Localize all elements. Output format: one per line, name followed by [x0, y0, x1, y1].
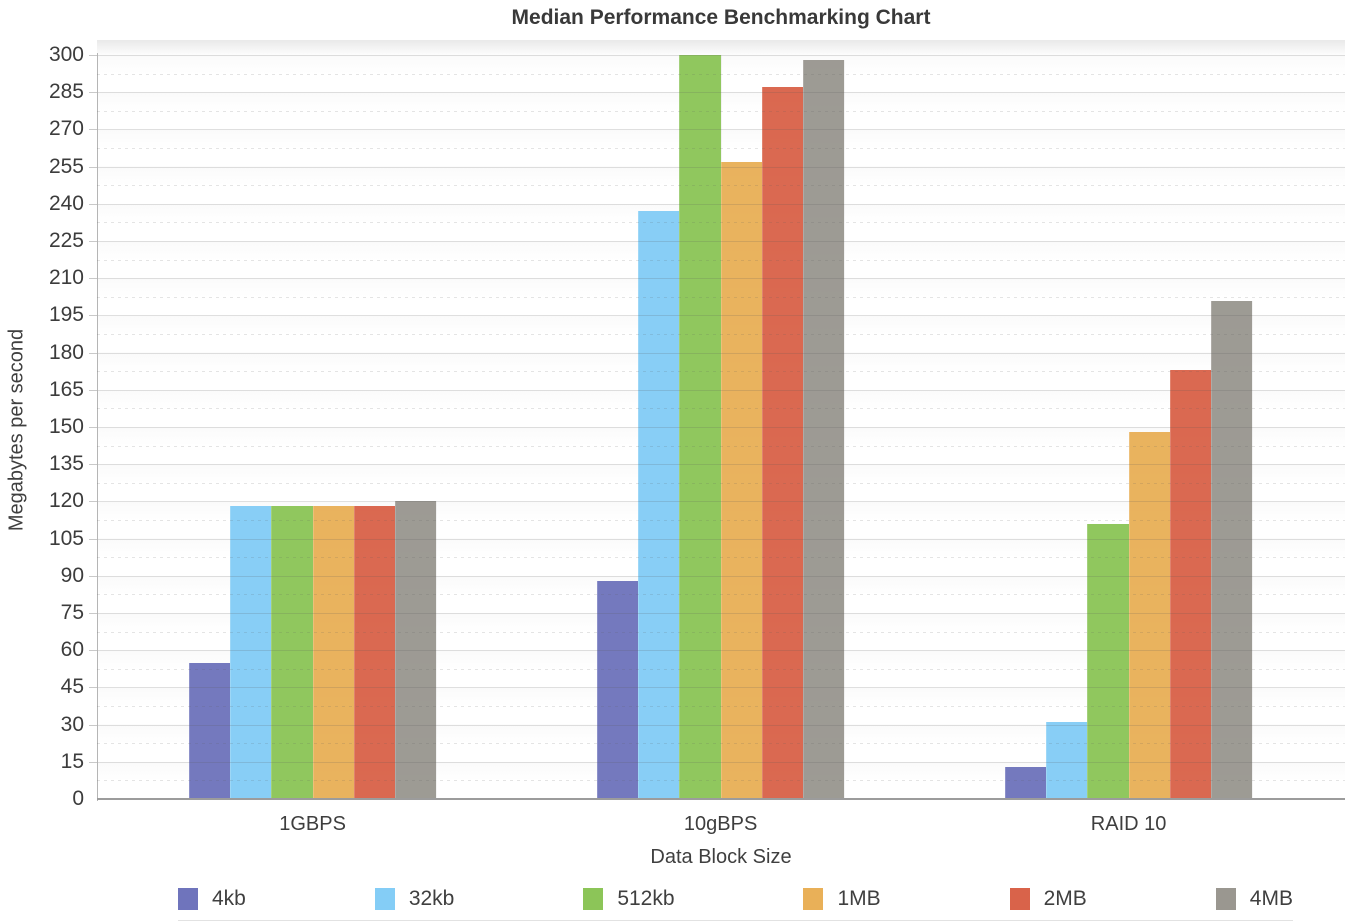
- legend-item-label: 4MB: [1249, 886, 1293, 910]
- legend-item-label: 32kb: [408, 886, 455, 910]
- y-tick-label: 135: [48, 452, 84, 476]
- y-tick-mark: [89, 352, 98, 354]
- legend-swatch-icon: [374, 887, 395, 910]
- bar-1gbps-2mb[interactable]: [353, 506, 395, 799]
- y-tick-label: 75: [60, 601, 84, 624]
- y-tick-mark: [89, 724, 98, 726]
- y-tick-mark: [89, 278, 98, 280]
- y-tick-mark: [89, 650, 98, 652]
- y-tick-mark: [89, 464, 98, 466]
- y-tick-label: 270: [48, 117, 84, 141]
- y-tick-label: 255: [48, 154, 84, 178]
- bar-1gbps-512kb[interactable]: [271, 506, 313, 799]
- legend: 4kb 32kb 512kb 1MB 2MB 4MB: [178, 877, 1293, 921]
- legend-swatch-icon: [803, 887, 824, 910]
- y-tick-mark: [89, 389, 98, 391]
- y-tick-mark: [89, 92, 98, 94]
- y-tick-label: 195: [48, 303, 84, 327]
- bar-1gbps-1mb[interactable]: [312, 506, 354, 799]
- legend-swatch-icon: [583, 887, 604, 910]
- y-tick-label: 30: [60, 712, 84, 736]
- y-tick-mark: [89, 501, 98, 503]
- bar-raid10-1mb[interactable]: [1128, 431, 1170, 799]
- y-tick-mark: [89, 241, 98, 242]
- legend-item-2mb[interactable]: 2MB: [1009, 886, 1087, 911]
- y-tick-label: 120: [48, 489, 84, 513]
- bar-10gbps-4kb[interactable]: [597, 580, 639, 799]
- plot-top-shade: [97, 40, 1345, 57]
- x-category-label: 1GBPS: [279, 813, 346, 835]
- y-tick-mark: [89, 575, 98, 577]
- y-tick-mark: [89, 687, 98, 689]
- bar-1gbps-4kb[interactable]: [189, 662, 231, 799]
- plot-area: [97, 40, 1345, 801]
- bar-1gbps-32kb[interactable]: [230, 506, 272, 799]
- legend-item-32kb[interactable]: 32kb: [374, 886, 455, 911]
- bar-raid10-4mb[interactable]: [1211, 300, 1253, 799]
- legend-item-1mb[interactable]: 1MB: [803, 886, 881, 911]
- bar-10gbps-32kb[interactable]: [638, 211, 680, 799]
- x-axis-line: [97, 798, 1345, 800]
- y-tick-label: 60: [60, 638, 84, 662]
- legend-item-label: 4kb: [212, 886, 246, 910]
- x-category-label: 10gBPS: [683, 813, 758, 835]
- y-tick-mark: [89, 129, 98, 131]
- y-tick-label: 150: [48, 415, 84, 438]
- y-tick-label: 15: [60, 749, 84, 773]
- bar-10gbps-4mb[interactable]: [803, 59, 845, 799]
- legend-swatch-icon: [1215, 887, 1236, 910]
- y-tick-label: 210: [48, 266, 84, 290]
- bar-1gbps-4mb[interactable]: [395, 501, 437, 799]
- legend-swatch-icon: [1009, 887, 1030, 910]
- y-tick-mark: [89, 427, 98, 428]
- y-tick-mark: [89, 315, 98, 317]
- legend-item-4mb[interactable]: 4MB: [1215, 886, 1293, 911]
- legend-swatch-icon: [178, 887, 198, 910]
- y-tick-label: 90: [60, 563, 84, 587]
- bar-10gbps-2mb[interactable]: [761, 87, 803, 799]
- legend-item-label: 512kb: [617, 886, 675, 910]
- y-tick-label: 45: [60, 675, 84, 699]
- y-tick-label: 165: [48, 377, 84, 401]
- chart-title: Median Performance Benchmarking Chart: [511, 6, 931, 29]
- y-tick-label: 240: [48, 191, 84, 215]
- y-tick-label: 300: [48, 43, 84, 66]
- legend-item-512kb[interactable]: 512kb: [583, 886, 675, 911]
- legend-item-label: 2MB: [1043, 886, 1087, 910]
- bar-10gbps-512kb[interactable]: [679, 55, 721, 799]
- bars-layer: [97, 40, 1345, 801]
- legend-item-label: 1MB: [837, 886, 881, 910]
- y-tick-mark: [89, 166, 98, 168]
- y-tick-label: 285: [48, 80, 84, 104]
- bar-raid10-32kb[interactable]: [1046, 722, 1088, 799]
- y-tick-label: 105: [48, 526, 84, 550]
- y-tick-label: 0: [72, 787, 84, 810]
- legend-item-4kb[interactable]: 4kb: [178, 887, 246, 911]
- y-tick-mark: [89, 203, 98, 205]
- y-tick-mark: [89, 55, 98, 56]
- y-tick-mark: [89, 613, 98, 614]
- y-tick-label: 225: [48, 229, 84, 252]
- y-tick-mark: [89, 761, 98, 763]
- bar-10gbps-1mb[interactable]: [720, 161, 762, 799]
- bar-raid10-4kb[interactable]: [1005, 766, 1047, 799]
- y-tick-mark: [89, 538, 98, 540]
- bar-raid10-2mb[interactable]: [1169, 369, 1211, 799]
- y-tick-label: 180: [48, 340, 84, 364]
- bar-raid10-512kb[interactable]: [1087, 523, 1129, 799]
- x-category-label: RAID 10: [1090, 813, 1167, 835]
- x-axis-title: Data Block Size: [650, 846, 792, 868]
